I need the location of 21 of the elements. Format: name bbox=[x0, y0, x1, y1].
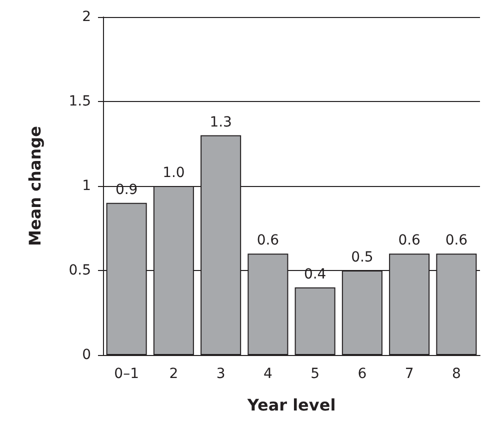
x-tick-label: 0–1 bbox=[114, 366, 139, 382]
x-tick-label: 4 bbox=[263, 366, 272, 382]
data-label: 0.6 bbox=[398, 232, 421, 249]
y-tick-label: 1 bbox=[82, 178, 91, 194]
x-tick-label: 3 bbox=[216, 366, 226, 382]
x-tick-label: 8 bbox=[452, 366, 461, 382]
data-label: 1.0 bbox=[162, 165, 185, 181]
data-label: 0.5 bbox=[351, 250, 374, 266]
data-label: 0.6 bbox=[445, 232, 468, 249]
data-label: 0.6 bbox=[256, 232, 280, 249]
y-axis-title: Mean change bbox=[26, 126, 44, 246]
y-tick-label: 0.5 bbox=[68, 262, 91, 278]
x-tick-label: 7 bbox=[404, 366, 414, 382]
y-tick-label: 2 bbox=[82, 9, 91, 25]
x-tick-label: 6 bbox=[358, 366, 367, 382]
y-tick-label: 1.5 bbox=[68, 94, 91, 110]
x-axis-title: Year level bbox=[246, 396, 336, 414]
data-label: 1.3 bbox=[210, 114, 232, 130]
y-tick-label: 0 bbox=[82, 347, 91, 363]
x-tick-label: 2 bbox=[169, 366, 178, 382]
x-tick-label: 5 bbox=[310, 366, 320, 382]
